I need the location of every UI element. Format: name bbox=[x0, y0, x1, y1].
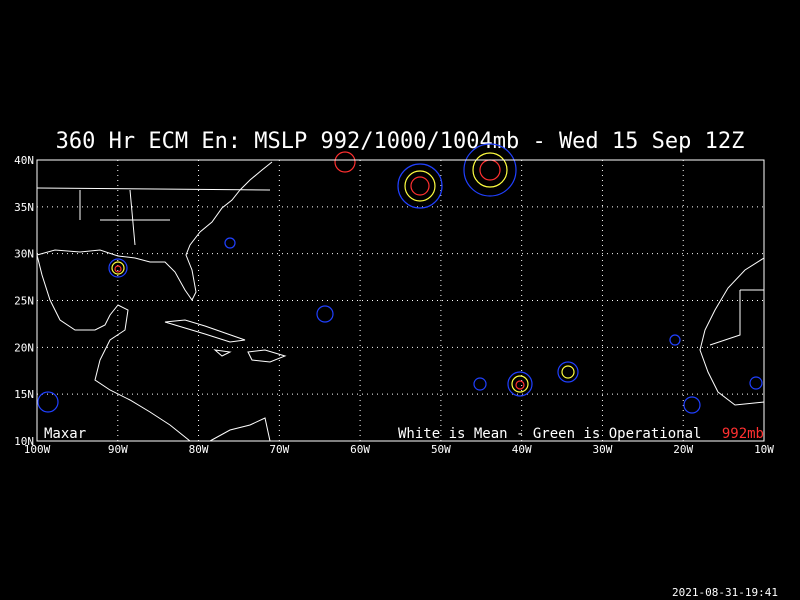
lat-label: 30N bbox=[14, 248, 34, 261]
legend-text: White is Mean - Green is Operational bbox=[398, 426, 701, 442]
lon-label: 10W bbox=[754, 443, 774, 456]
lat-label: 40N bbox=[14, 154, 34, 167]
contour bbox=[683, 396, 701, 414]
contour bbox=[561, 365, 575, 379]
contour bbox=[472, 152, 508, 188]
contour bbox=[515, 380, 525, 390]
lon-label: 40W bbox=[512, 443, 532, 456]
lon-label: 30W bbox=[593, 443, 613, 456]
contour bbox=[108, 258, 128, 278]
contour bbox=[404, 170, 436, 202]
lat-label: 25N bbox=[14, 295, 34, 308]
lon-label: 90W bbox=[108, 443, 128, 456]
lat-label: 10N bbox=[14, 435, 34, 448]
contour bbox=[397, 163, 443, 209]
coastline bbox=[209, 417, 271, 442]
contour bbox=[511, 375, 529, 393]
lon-label: 80W bbox=[189, 443, 209, 456]
lat-label: 15N bbox=[14, 388, 34, 401]
lon-label: 70W bbox=[269, 443, 289, 456]
grid bbox=[37, 160, 764, 441]
contour bbox=[114, 265, 122, 273]
lon-label: 50W bbox=[431, 443, 451, 456]
lon-label: 60W bbox=[350, 443, 370, 456]
axis-labels: 100W 90W 80W 70W 60W 50W 40W 30W 20W 10W 40N 35N 30N… bbox=[14, 154, 774, 456]
coastlines bbox=[36, 161, 765, 442]
coastline bbox=[36, 161, 273, 301]
contour bbox=[410, 176, 430, 196]
coastline bbox=[699, 257, 765, 406]
legend-text: 992mb bbox=[722, 426, 764, 442]
contours bbox=[37, 143, 763, 414]
contour bbox=[473, 377, 487, 391]
contour bbox=[557, 361, 579, 383]
coastline bbox=[213, 349, 287, 363]
border bbox=[36, 187, 764, 346]
contour bbox=[463, 143, 517, 197]
lon-label: 20W bbox=[673, 443, 693, 456]
coastline bbox=[36, 254, 191, 442]
lat-label: 20N bbox=[14, 341, 34, 354]
lat-label: 35N bbox=[14, 201, 34, 214]
lon-label: 100W bbox=[24, 443, 51, 456]
contour bbox=[316, 305, 334, 323]
title: 360 Hr ECM En: MSLP 992/1000/1004mb - We… bbox=[56, 129, 745, 154]
coastline bbox=[164, 319, 246, 343]
contour bbox=[111, 261, 125, 275]
contour bbox=[749, 376, 763, 390]
contour bbox=[507, 371, 533, 397]
contour bbox=[669, 334, 681, 346]
map-frame bbox=[36, 159, 765, 442]
contour bbox=[334, 151, 356, 173]
contour bbox=[37, 391, 59, 413]
contour bbox=[224, 237, 236, 249]
watermark: Maxar bbox=[44, 426, 86, 442]
timestamp: 2021-08-31-19:41 bbox=[672, 586, 778, 599]
